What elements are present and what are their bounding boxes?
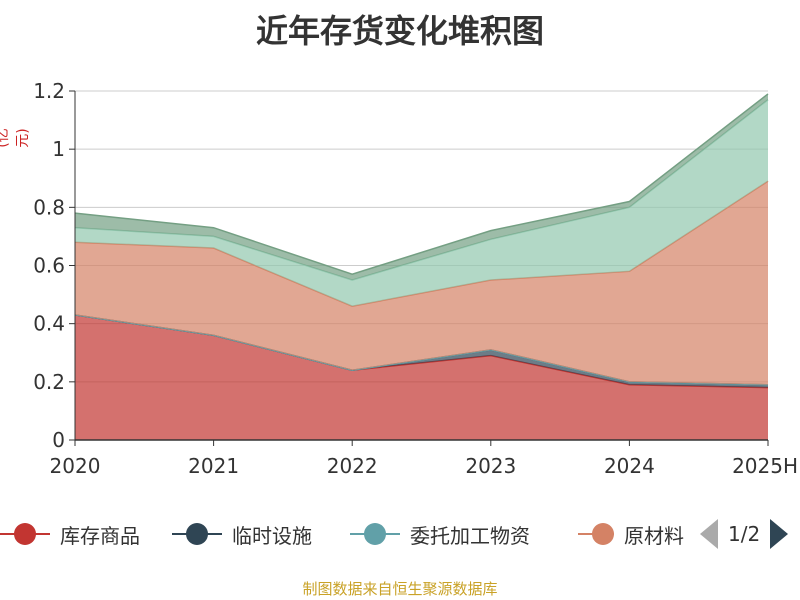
y-tick-label: 1 xyxy=(52,137,65,161)
x-tick-label: 2022 xyxy=(327,454,378,478)
y-axis-unit-label: (亿元) xyxy=(0,128,31,148)
legend-marker-icon xyxy=(172,522,222,546)
series-area-0 xyxy=(75,314,768,440)
x-tick-label: 2021 xyxy=(188,454,239,478)
x-tick-label: 2024 xyxy=(604,454,655,478)
legend-next-page-icon[interactable] xyxy=(770,519,789,549)
y-tick-label: 0.6 xyxy=(33,254,65,278)
legend-label: 临时设施 xyxy=(232,523,312,548)
area-series xyxy=(74,93,769,440)
legend-prev-page-icon[interactable] xyxy=(700,519,718,549)
legend-item[interactable]: 原材料 xyxy=(578,512,684,556)
x-tick-label: 2025H xyxy=(732,454,798,478)
legend-item[interactable]: 库存商品 xyxy=(0,512,140,556)
legend-label: 委托加工物资 xyxy=(410,523,530,548)
legend-pager: 1/2 xyxy=(700,512,789,556)
area-chart: 0 0.2 0.4 0.6 0.8 1 1.2 2020 2021 2022 2023 2024 202… xyxy=(33,79,798,478)
legend-label: 原材料 xyxy=(624,523,684,548)
y-tick-label: 1.2 xyxy=(33,79,65,103)
x-tick-label: 2020 xyxy=(50,454,101,478)
series-area-3 xyxy=(75,181,768,385)
series-line-5 xyxy=(74,93,769,276)
legend-item[interactable]: 临时设施 xyxy=(172,512,312,556)
legend-marker-icon xyxy=(350,522,400,546)
legend-marker-icon xyxy=(0,522,50,546)
x-tick-label: 2023 xyxy=(465,454,516,478)
legend-label: 库存商品 xyxy=(60,523,140,548)
axes: 0 0.2 0.4 0.6 0.8 1 1.2 2020 2021 2022 2023 2024 202… xyxy=(33,79,798,478)
legend-page-indicator: 1/2 xyxy=(728,522,761,546)
chart-title: 近年存货变化堆积图 xyxy=(255,12,544,50)
data-source-note: 制图数据来自恒生聚源数据库 xyxy=(302,580,498,598)
series-area-4 xyxy=(75,99,768,307)
y-tick-label: 0.2 xyxy=(33,370,65,394)
legend: 库存商品 临时设施 委托加工物资 原材料 xyxy=(0,512,800,556)
legend-item[interactable]: 委托加工物资 xyxy=(350,512,530,556)
legend-marker-icon xyxy=(578,522,614,546)
y-tick-label: 0.8 xyxy=(33,195,65,219)
y-tick-label: 0 xyxy=(52,428,65,452)
y-tick-label: 0.4 xyxy=(33,312,65,336)
